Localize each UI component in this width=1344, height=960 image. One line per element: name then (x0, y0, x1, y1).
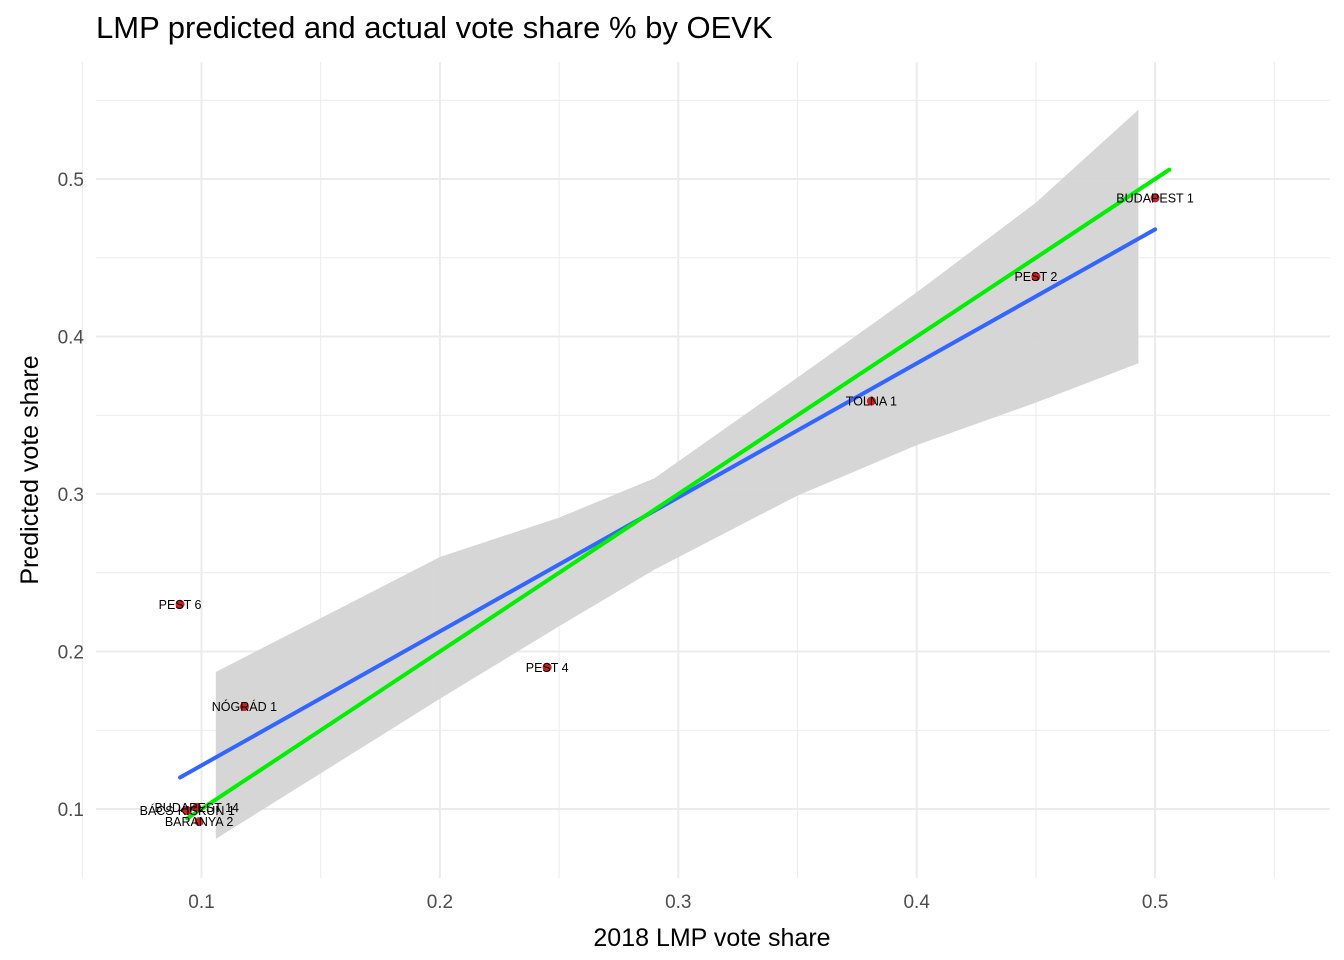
point-label: NÓGRÁD 1 (212, 699, 277, 714)
data-point (866, 396, 876, 406)
confidence-band (215, 109, 1139, 839)
point-label: BARANYA 2 (165, 815, 234, 829)
point-label: PEST 2 (1014, 270, 1057, 284)
data-point (175, 599, 185, 609)
x-tick-label: 0.4 (903, 892, 930, 913)
x-tick-label: 0.3 (665, 892, 691, 913)
x-tick-label: 0.1 (188, 892, 214, 913)
point-label: BUDAPEST 1 (1116, 191, 1194, 205)
data-point (542, 662, 552, 672)
point-label: BUDAPEST 14 (154, 801, 239, 815)
y-tick-label: 0.5 (58, 170, 84, 191)
data-points (175, 193, 1160, 827)
y-tick-label: 0.2 (58, 643, 84, 664)
data-point (1150, 193, 1160, 203)
y-tick-label: 0.4 (58, 328, 85, 349)
chart-title: LMP predicted and actual vote share % by… (96, 10, 773, 45)
point-label: PEST 4 (526, 661, 569, 675)
x-tick-label: 0.5 (1142, 892, 1168, 913)
point-label: PEST 6 (159, 598, 202, 612)
data-point (194, 817, 204, 827)
y-tick-label: 0.3 (58, 485, 84, 506)
identity-line (185, 167, 1172, 821)
data-point (1031, 272, 1041, 282)
y-tick-label: 0.1 (58, 800, 84, 821)
x-axis-title: 2018 LMP vote share (593, 924, 830, 952)
point-labels: BUDAPEST 1 PEST 2 TOLNA 1 PEST 4 PEST 6 NÓGRÁ… (140, 191, 1194, 829)
y-tick-labels: 0.1 0.2 0.3 0.4 0.5 (58, 170, 85, 821)
y-axis-title: Predicted vote share (16, 355, 44, 584)
data-point (239, 702, 249, 712)
point-label: TOLNA 1 (846, 395, 897, 409)
x-tick-labels: 0.1 0.2 0.3 0.4 0.5 (188, 892, 1168, 913)
point-label: BÁCS-KISKUN 1 (140, 803, 235, 818)
x-tick-label: 0.2 (427, 892, 453, 913)
data-point (192, 802, 202, 812)
data-point (182, 806, 192, 816)
